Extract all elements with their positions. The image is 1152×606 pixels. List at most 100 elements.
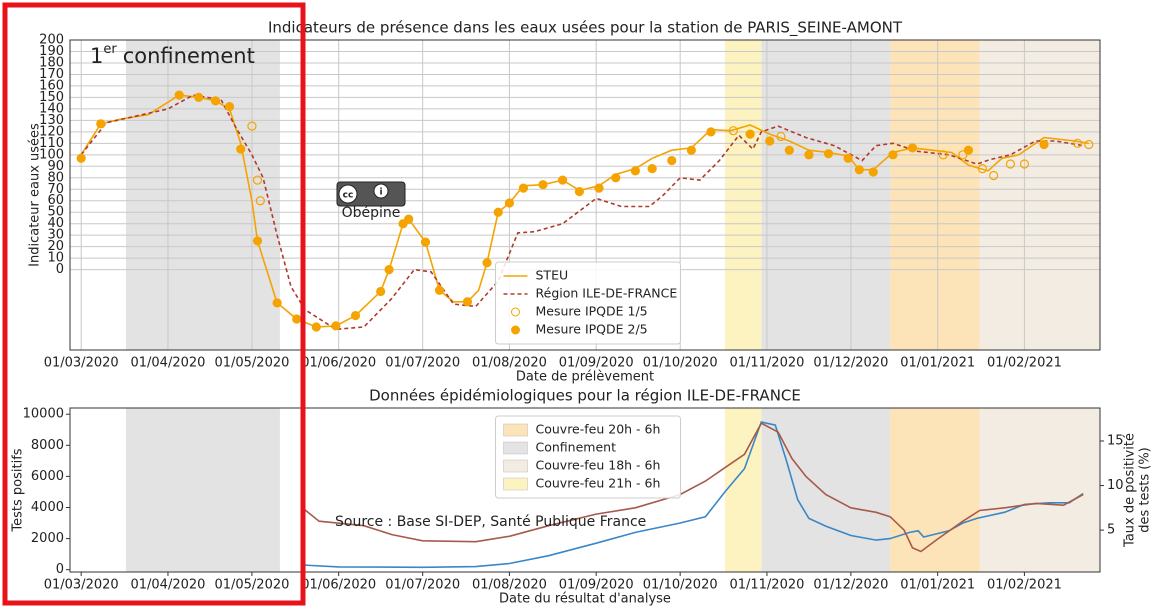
x-tick-label: 01/08/2020 [472,356,547,371]
chart: 0 2000 4000 6000 8000 10000 5 10 15 01/03/2020 01/… [11,387,1152,606]
data-point [434,285,445,295]
legend-box [495,261,681,345]
legend-swatch [503,459,528,473]
data-point [784,145,794,155]
data-point [823,149,834,159]
data-point [76,153,86,163]
data-point [938,150,948,160]
data-point [236,144,246,154]
annotation-number: 1 [90,44,103,68]
data-point [989,170,999,181]
x-tick-label: 01/06/2020 [301,356,376,371]
y-tick-label: 30 [47,228,64,243]
y2-tick-label: 5 [1107,523,1115,538]
data-point [1005,159,1016,169]
y-axis-title: Indicateur eaux usées [28,123,43,267]
y-tick-label: 6000 [31,469,64,484]
highlight-box [2,2,306,606]
data-point [174,90,184,100]
x-axis-title: Date de prélèvement [516,370,654,385]
annotation-text: confinement [123,44,255,68]
data-point [252,175,263,185]
x-tick-label: 01/09/2020 [559,356,634,371]
y-tick-label: 20 [47,239,64,254]
plot-frame [69,407,1101,573]
x-tick-label: 01/12/2020 [813,578,888,593]
x-tick-label: 01/06/2020 [301,578,376,593]
y2-axis-title: Taux de positivité [1123,433,1138,548]
data-point [350,310,361,321]
data-point [194,92,204,103]
y-tick-label: 90 [47,159,64,174]
series-line [302,421,1084,569]
x-tick-label: 01/10/2020 [643,356,718,371]
x-tick-label: 01/02/2021 [987,578,1062,593]
svg-text:i: i [379,188,382,198]
data-point [611,173,621,183]
y-tick-label: 200 [39,33,64,48]
y-axis-title: Tests positifs [11,448,26,532]
x-tick-label: 01/02/2021 [987,356,1062,371]
data-point [255,196,265,206]
x-tick-label: 01/11/2020 [729,578,804,593]
period-shading [125,408,280,572]
data-point [311,322,321,332]
y-tick-label: 130 [39,113,64,128]
y-tick-label: 0 [56,262,64,277]
data-point [558,175,568,185]
x-tick-label: 01/09/2020 [559,578,634,593]
period-shading [979,40,1100,350]
data-point [272,298,282,308]
y-tick-label: 120 [39,124,64,139]
y2-tick-label: 10 [1107,478,1124,493]
chart-title: Indicateurs de présence dans les eaux us… [268,19,903,38]
y2-axis-title: des tests (%) [1138,447,1152,533]
data-point [745,129,755,139]
data-point [493,207,503,217]
y-tick-label: 170 [39,67,64,82]
data-point [667,155,677,166]
legend-marker [511,307,520,317]
data-point [292,314,302,324]
y-tick-label: 4000 [31,500,64,515]
data-point [594,183,604,193]
y-tick-label: 190 [39,44,64,59]
period-shading [125,40,280,350]
legend-label: STEU [536,268,569,283]
x-tick-label: 01/07/2020 [385,356,460,371]
period-shading [890,408,980,572]
series-line [301,422,1084,553]
data-point [210,96,221,106]
legend-label: Couvre-feu 20h - 6h [536,422,661,437]
legend-swatch [503,477,528,491]
chart: 0102030405060708090100110120130140150160… [28,19,1101,385]
period-shading [761,40,891,350]
source-note: Source : Base SI-DEP, Santé Publique Fra… [335,514,646,530]
data-point [1019,159,1030,169]
data-point [247,121,257,131]
y2-tick-label: 15 [1107,433,1124,448]
data-point [706,127,716,137]
data-point [728,126,738,136]
x-tick-label: 01/03/2020 [44,578,119,593]
data-point [765,136,775,146]
annotation: 1er confinement [90,42,255,68]
y-tick-label: 180 [39,55,64,70]
data-point [843,153,853,163]
x-tick-label: 01/01/2021 [900,356,975,371]
y-tick-label: 0 [56,562,64,577]
x-tick-label: 01/07/2020 [385,578,460,593]
data-point [252,236,263,246]
data-point [404,214,414,224]
y-tick-label: 160 [39,78,64,93]
x-tick-label: 01/04/2020 [130,356,205,371]
data-point [854,165,864,175]
x-tick-label: 01/11/2020 [729,356,804,371]
data-point [868,167,878,177]
data-point [977,163,988,174]
data-point [647,163,657,174]
x-tick-label: 01/05/2020 [214,356,289,371]
data-point [462,297,473,307]
series-line [80,94,1084,331]
legend-label: Couvre-feu 21h - 6h [536,476,661,491]
